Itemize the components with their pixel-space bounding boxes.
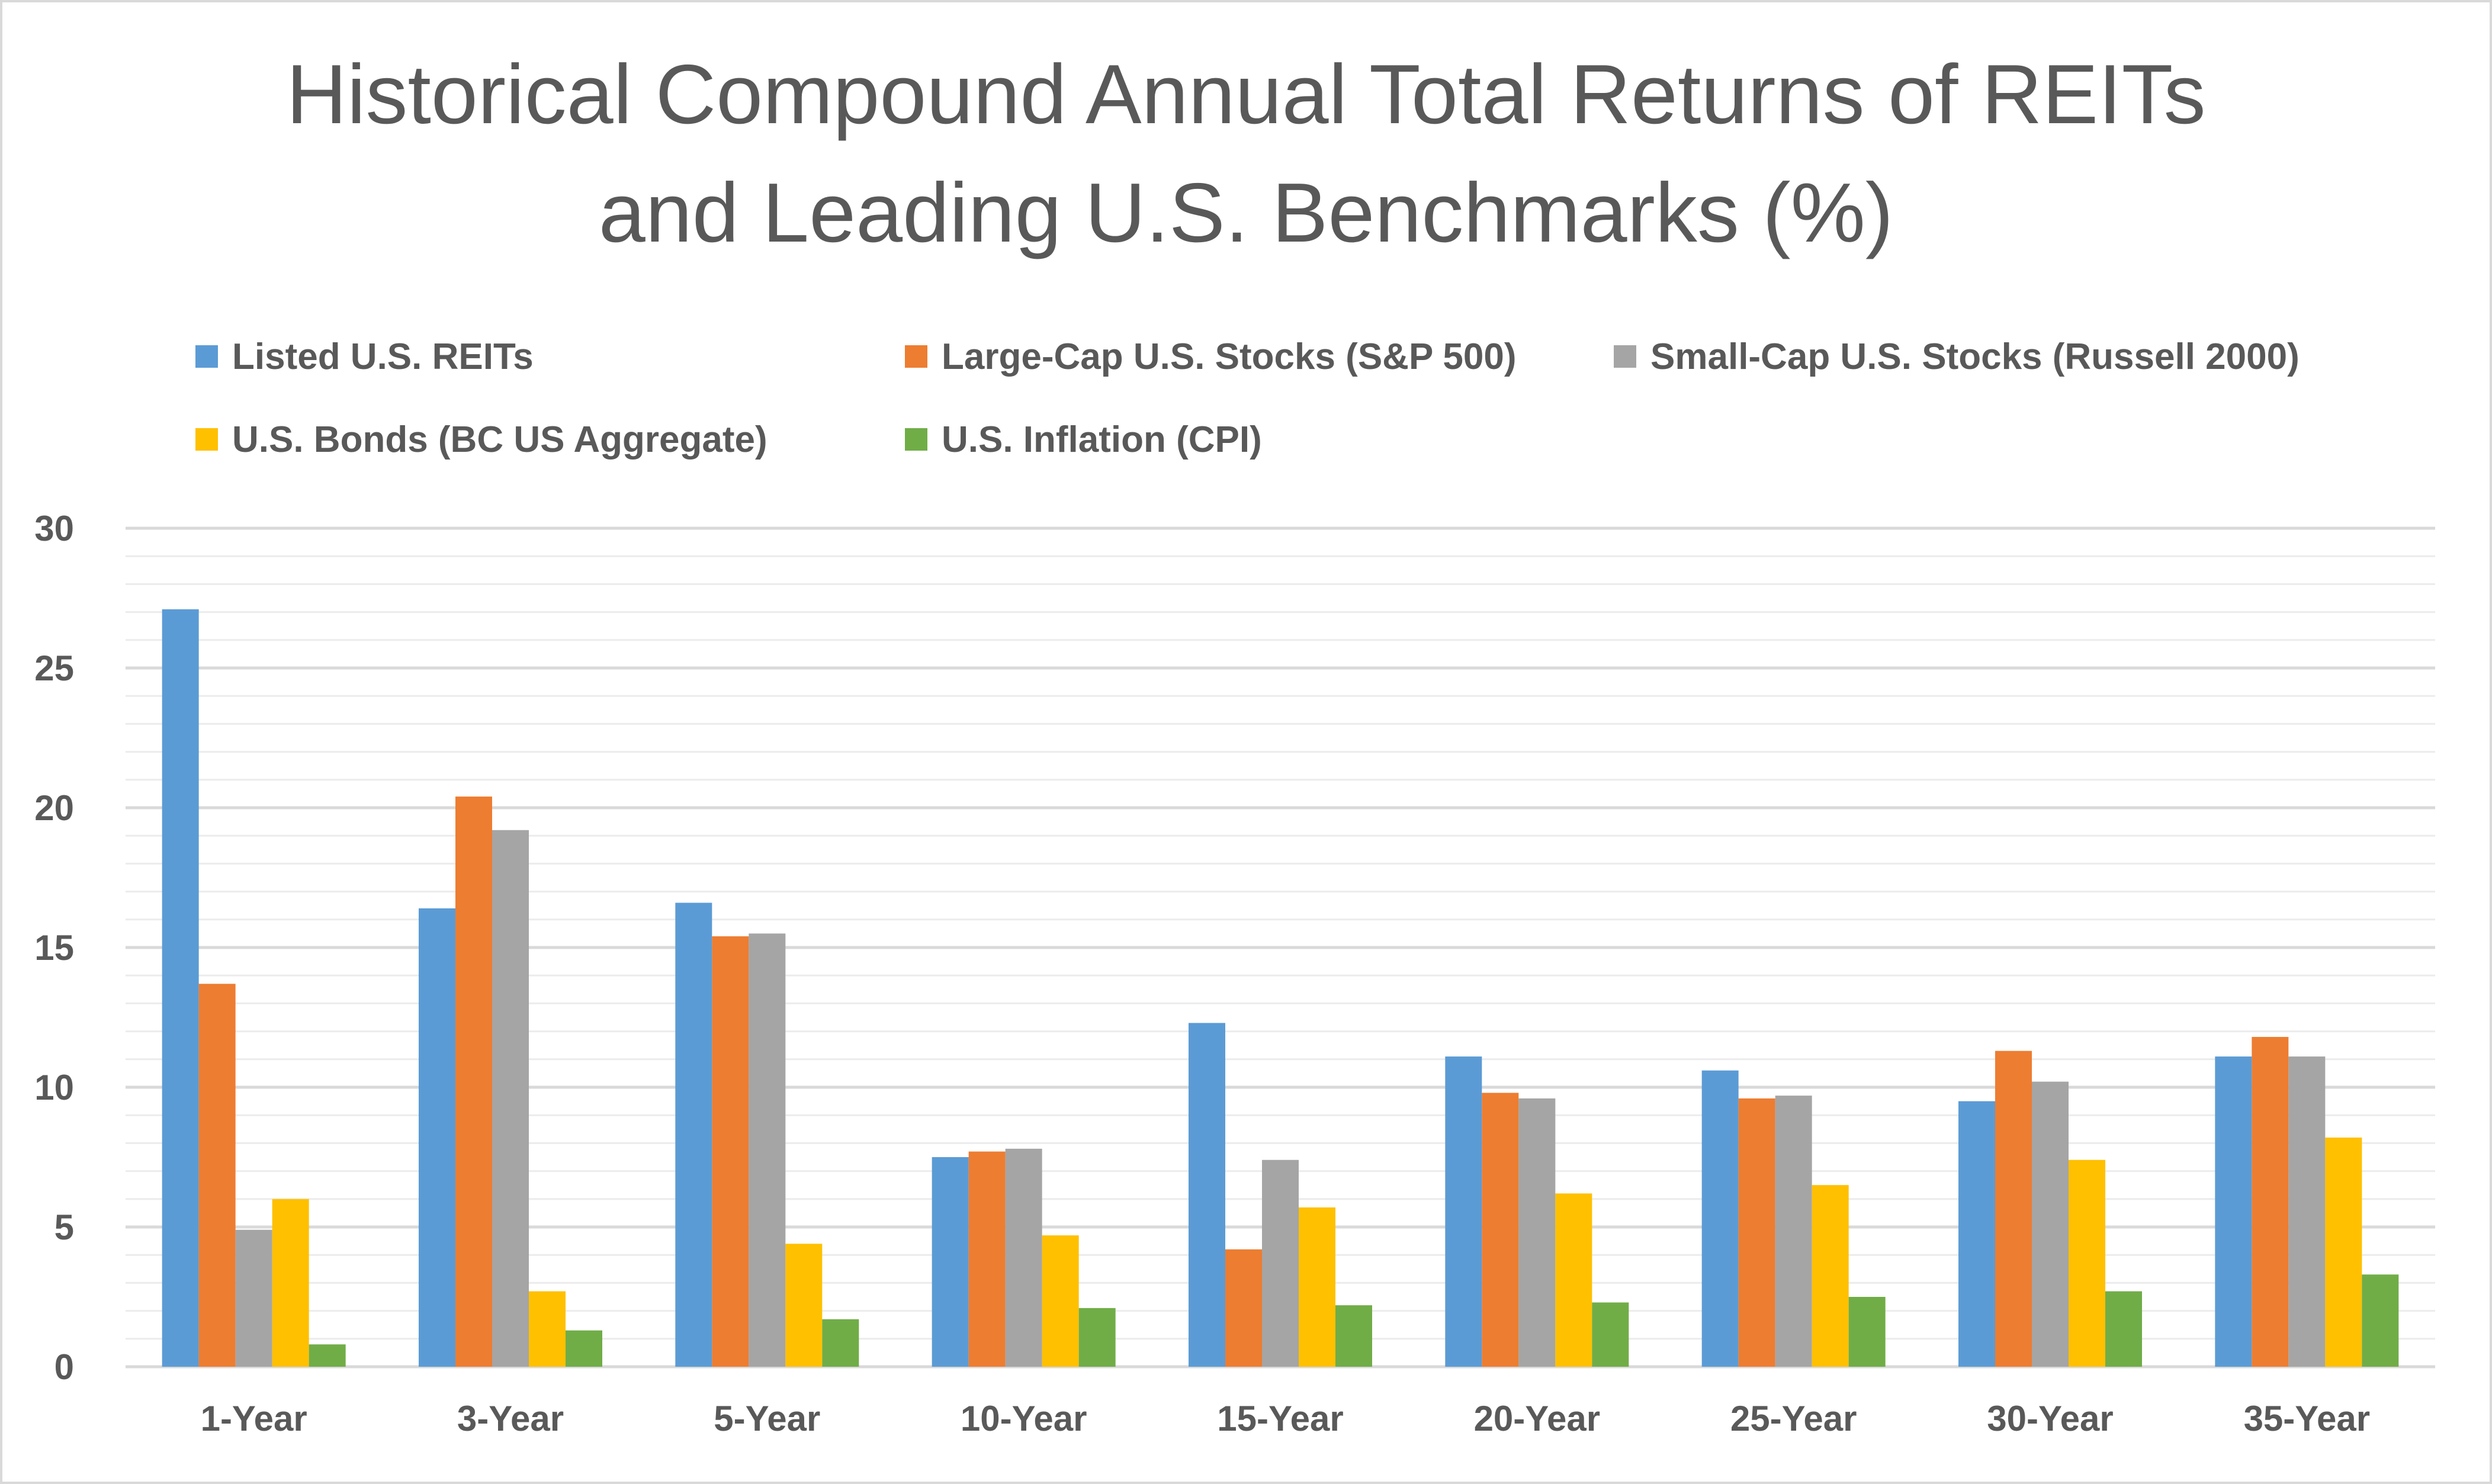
bar-5-year-series-1: [712, 936, 749, 1367]
bar-15-year-series-0: [1189, 1023, 1225, 1367]
x-tick-label: 35-Year: [2244, 1399, 2371, 1438]
x-tick-label: 1-Year: [201, 1399, 307, 1438]
bar-25-year-series-4: [1848, 1297, 1886, 1367]
legend-label-cpi: U.S. Inflation (CPI): [942, 419, 1262, 460]
legend-swatch-reits: [195, 345, 218, 368]
bar-10-year-series-4: [1078, 1308, 1116, 1367]
bar-35-year-series-3: [2325, 1137, 2362, 1367]
bar-1-year-series-2: [235, 1229, 272, 1367]
bar-10-year-series-2: [1005, 1148, 1042, 1367]
legend-swatch-small-cap: [1614, 345, 1636, 368]
legend-label-large-cap: Large-Cap U.S. Stocks (S&P 500): [942, 336, 1517, 377]
chart-title-line-1: Historical Compound Annual Total Returns…: [286, 47, 2206, 142]
bar-25-year-series-1: [1738, 1098, 1775, 1367]
x-tick-label: 25-Year: [1730, 1399, 1857, 1438]
bar-10-year-series-3: [1042, 1235, 1079, 1367]
y-tick-label: 10: [34, 1068, 74, 1107]
bar-3-year-series-2: [492, 830, 529, 1367]
x-tick-label: 20-Year: [1474, 1399, 1601, 1438]
y-tick-label: 20: [34, 788, 74, 828]
legend-item-large-cap: Large-Cap U.S. Stocks (S&P 500): [905, 333, 1517, 380]
x-tick-label: 5-Year: [714, 1399, 820, 1438]
bar-20-year-series-4: [1592, 1302, 1629, 1367]
x-tick-label: 15-Year: [1217, 1399, 1344, 1438]
legend-swatch-bonds: [195, 428, 218, 451]
bar-1-year-series-4: [309, 1344, 346, 1367]
legend-item-cpi: U.S. Inflation (CPI): [905, 416, 1262, 463]
bar-35-year-series-2: [2288, 1056, 2326, 1367]
legend-label-reits: Listed U.S. REITs: [232, 336, 534, 377]
bar-10-year-series-1: [968, 1151, 1006, 1367]
bar-35-year-series-1: [2252, 1037, 2289, 1367]
y-tick-label: 15: [34, 928, 74, 968]
y-tick-label: 25: [34, 648, 74, 688]
bar-25-year-series-3: [1812, 1185, 1849, 1367]
bar-15-year-series-4: [1335, 1305, 1372, 1367]
bar-3-year-series-0: [419, 908, 455, 1367]
bar-35-year-series-4: [2362, 1274, 2399, 1367]
legend-item-bonds: U.S. Bonds (BC US Aggregate): [195, 416, 767, 463]
bar-15-year-series-2: [1262, 1159, 1299, 1367]
y-tick-label: 5: [54, 1207, 74, 1247]
bar-20-year-series-3: [1555, 1193, 1592, 1367]
bar-30-year-series-0: [1958, 1101, 1995, 1367]
bar-3-year-series-1: [455, 796, 492, 1367]
bar-5-year-series-4: [822, 1319, 859, 1367]
bar-5-year-series-2: [749, 933, 786, 1367]
bar-30-year-series-3: [2069, 1159, 2105, 1367]
y-tick-label: 30: [34, 509, 74, 548]
bar-30-year-series-4: [2105, 1291, 2142, 1367]
y-tick-label: 0: [54, 1347, 74, 1387]
chart-title-line-2: and Leading U.S. Benchmarks (%): [598, 166, 1894, 260]
bar-5-year-series-0: [675, 902, 712, 1367]
x-tick-label: 30-Year: [1987, 1399, 2114, 1438]
legend-label-small-cap: Small-Cap U.S. Stocks (Russell 2000): [1650, 336, 2300, 377]
legend-item-small-cap: Small-Cap U.S. Stocks (Russell 2000): [1614, 333, 2300, 380]
bar-25-year-series-0: [1701, 1070, 1739, 1367]
chart-title: Historical Compound Annual Total Returns…: [0, 36, 2492, 272]
bar-20-year-series-0: [1445, 1056, 1482, 1367]
bar-20-year-series-2: [1518, 1098, 1556, 1367]
legend-swatch-cpi: [905, 428, 927, 451]
bars: [162, 609, 2399, 1367]
bar-3-year-series-3: [529, 1291, 566, 1367]
bar-1-year-series-3: [272, 1199, 309, 1367]
bar-15-year-series-3: [1299, 1207, 1335, 1367]
legend-swatch-large-cap: [905, 345, 927, 368]
bar-1-year-series-0: [162, 609, 199, 1367]
bar-3-year-series-4: [566, 1330, 602, 1367]
bar-5-year-series-3: [785, 1244, 823, 1367]
x-tick-label: 10-Year: [961, 1399, 1087, 1438]
legend-label-bonds: U.S. Bonds (BC US Aggregate): [232, 419, 767, 460]
axes: 0 5 10 15 20 25 30 1-Year 3-Year 5-Year 10-Year 15-…: [34, 509, 2370, 1438]
bar-30-year-series-1: [1995, 1051, 2032, 1367]
bar-20-year-series-1: [1482, 1093, 1519, 1367]
bar-25-year-series-2: [1775, 1096, 1812, 1367]
bar-15-year-series-1: [1225, 1249, 1262, 1367]
x-tick-label: 3-Year: [457, 1399, 564, 1438]
bar-10-year-series-0: [932, 1157, 969, 1367]
bar-1-year-series-1: [198, 984, 236, 1367]
bar-30-year-series-2: [2032, 1081, 2069, 1367]
legend-item-reits: Listed U.S. REITs: [195, 333, 534, 380]
bar-35-year-series-0: [2215, 1056, 2252, 1367]
